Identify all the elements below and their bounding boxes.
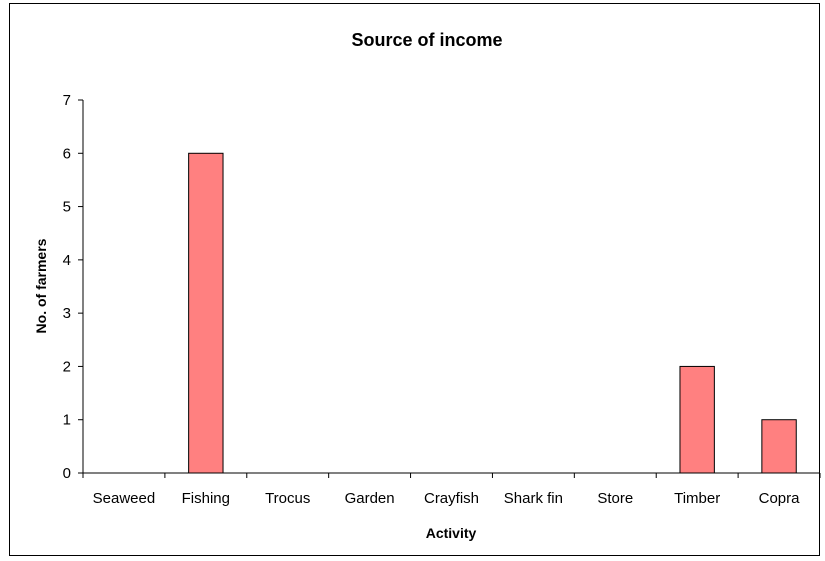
y-axis-ticks: 0 1 2 3 4 5 6 7 <box>63 92 83 482</box>
x-tick-label: Trocus <box>265 490 310 507</box>
y-tick-label: 5 <box>63 199 71 216</box>
x-tick-label: Garden <box>345 490 395 507</box>
bar-fishing <box>188 152 224 474</box>
x-tick-label: Fishing <box>182 490 230 507</box>
x-tick-label: Crayfish <box>424 490 479 507</box>
x-axis-ticks: Seaweed Fishing Trocus Garden Crayfish Shark … <box>82 473 821 507</box>
x-tick-label: Seaweed <box>93 490 156 507</box>
y-tick-label: 3 <box>63 305 71 322</box>
y-tick-label: 1 <box>63 412 71 429</box>
bar-copra <box>761 419 797 474</box>
x-axis-title: Activity <box>426 525 477 541</box>
y-tick-label: 0 <box>63 465 71 482</box>
y-tick-label: 6 <box>63 145 71 162</box>
x-tick-label: Shark fin <box>504 490 563 507</box>
y-tick-label: 4 <box>63 252 71 269</box>
y-tick-label: 7 <box>63 92 71 109</box>
chart-title: Source of income <box>351 30 502 50</box>
y-axis-title: No. of farmers <box>33 238 49 333</box>
y-tick-label: 2 <box>63 358 71 375</box>
x-tick-label: Copra <box>759 490 801 507</box>
bar-timber <box>679 365 715 474</box>
x-tick-label: Timber <box>674 490 720 507</box>
bars-group <box>188 152 797 474</box>
x-tick-label: Store <box>597 490 633 507</box>
